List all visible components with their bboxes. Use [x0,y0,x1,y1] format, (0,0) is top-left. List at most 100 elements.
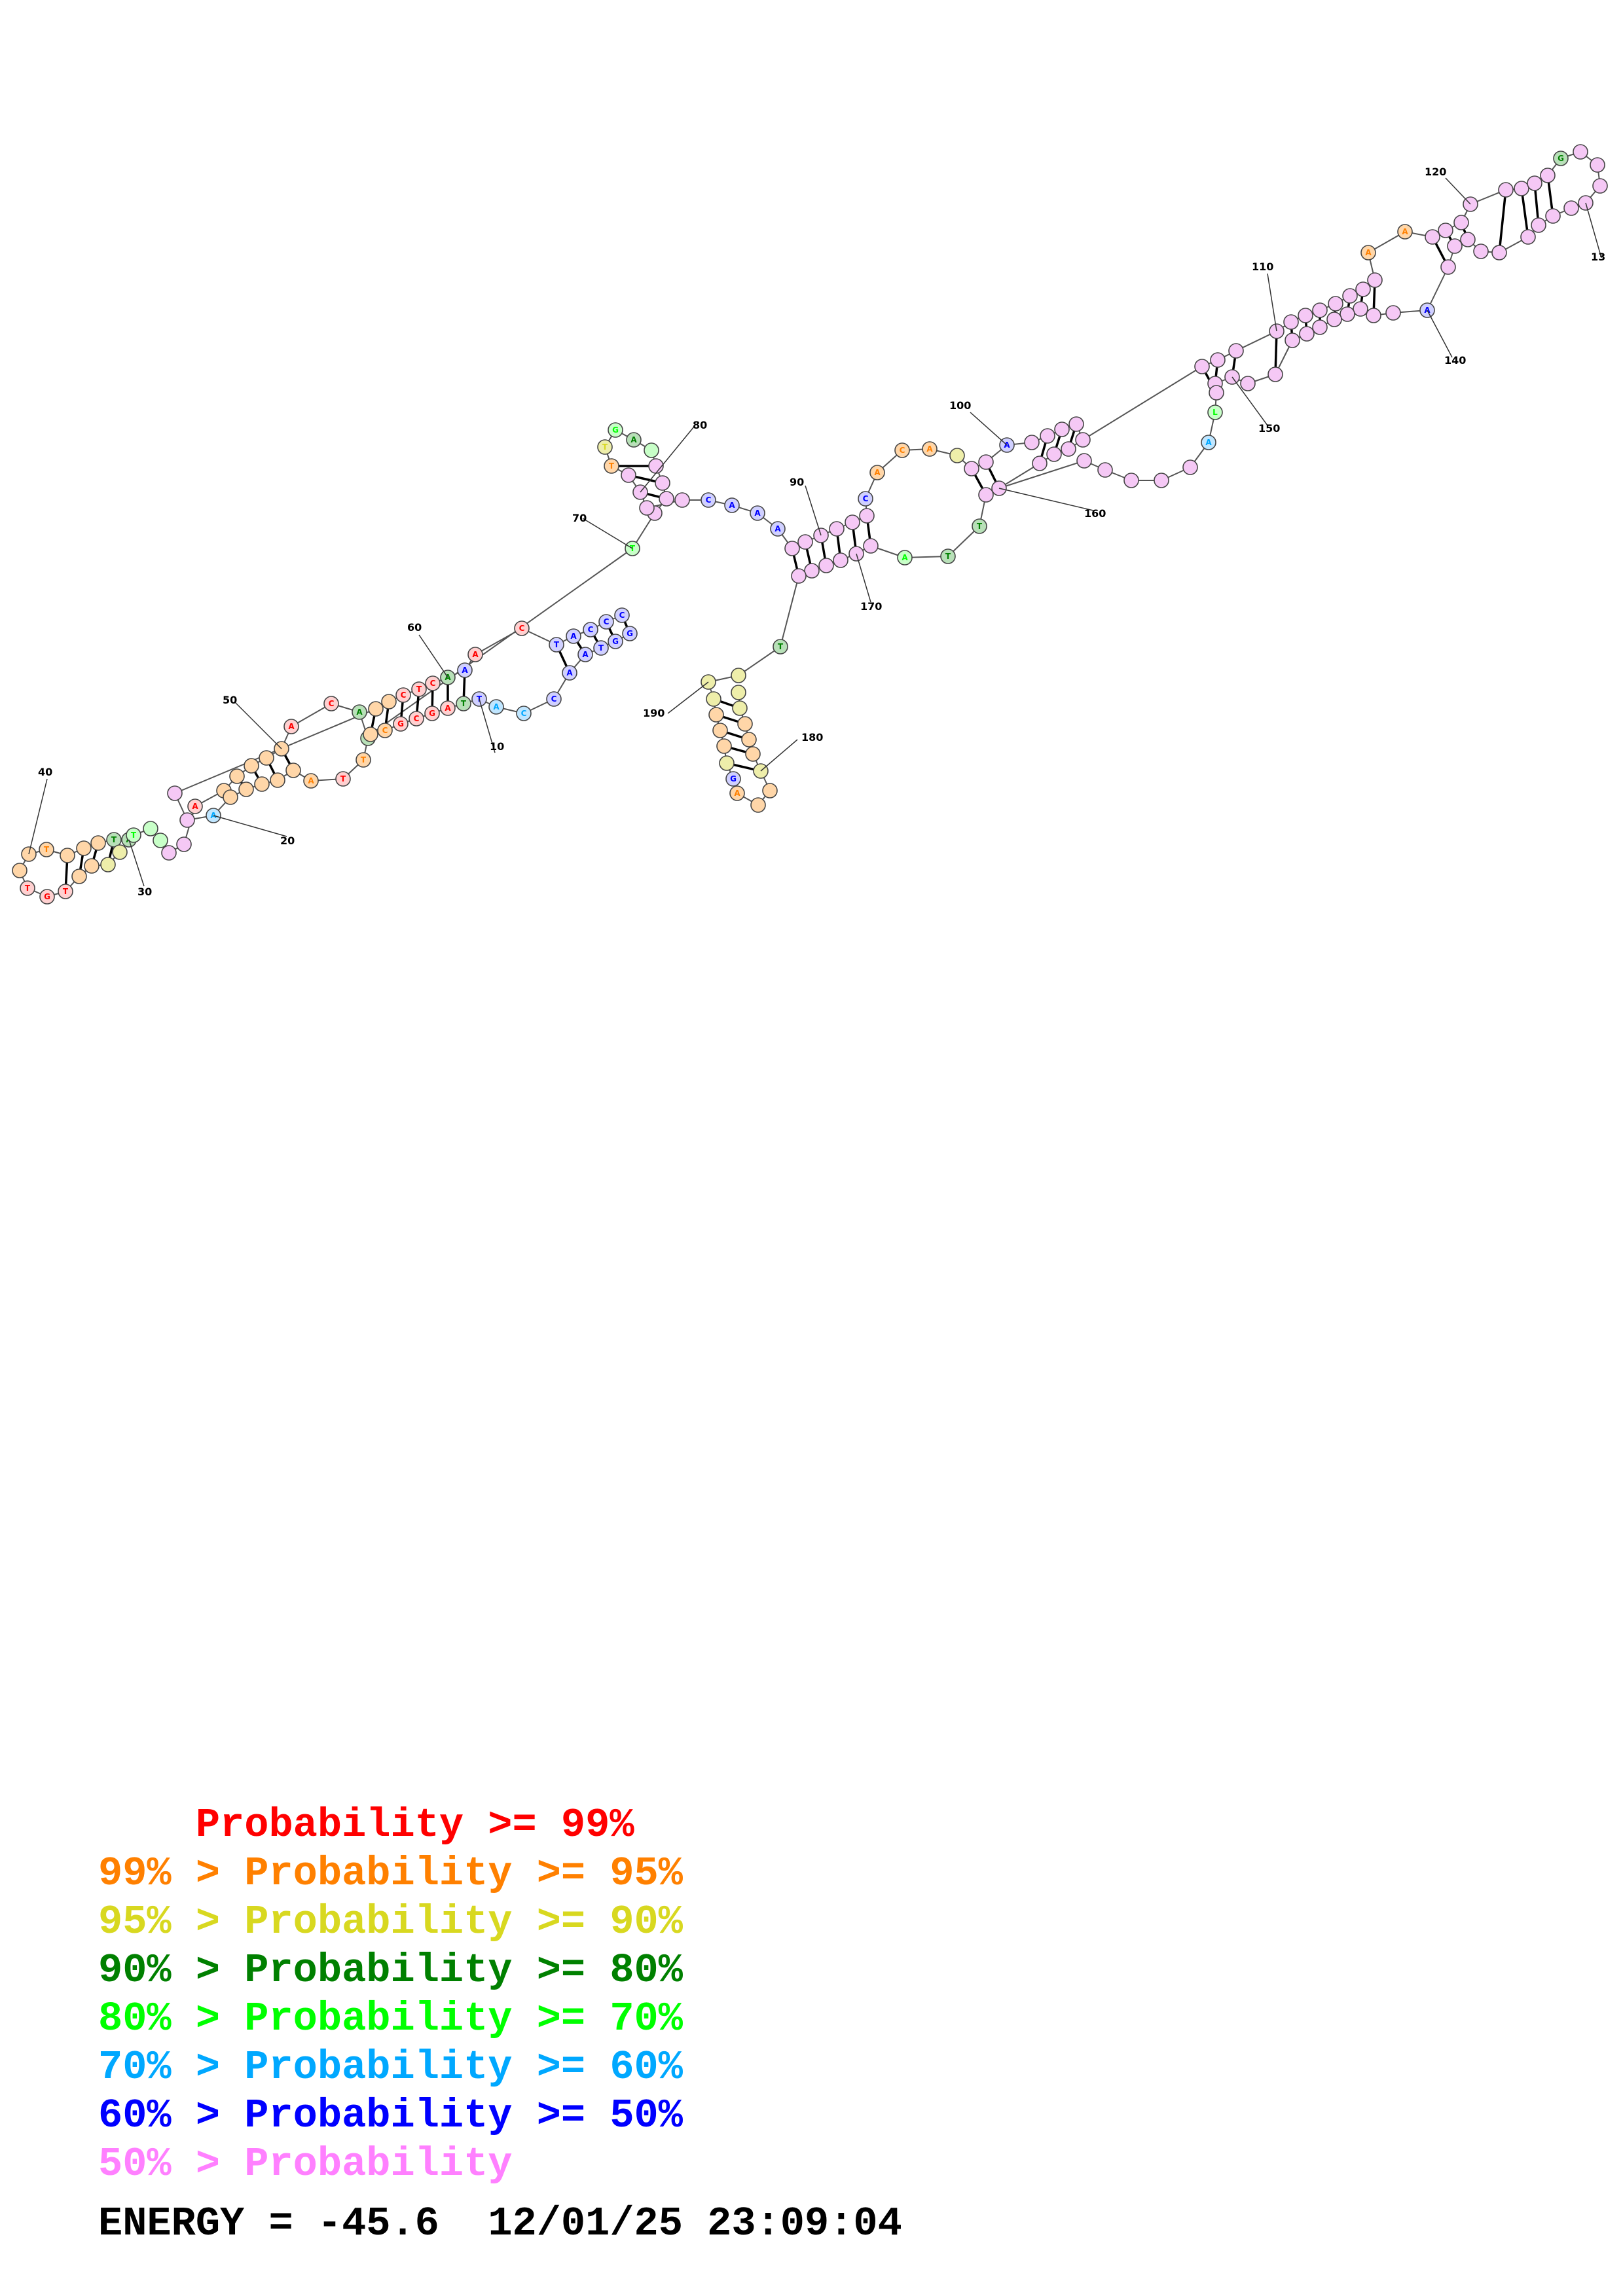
backbone-link [998,463,1040,489]
nucleotide-circle [457,662,473,678]
nucleotide [1514,181,1529,196]
nucleotide-circle [71,869,87,884]
nucleotide-circle [719,755,735,771]
nucleotide-circle [1298,308,1313,323]
nucleotide [1590,157,1605,173]
nucleotide: A [488,699,504,715]
nucleotide-letter: C [604,617,610,626]
index-tick [1445,177,1471,205]
nucleotide-circle [639,500,655,516]
index-tick [213,815,287,837]
nucleotide [368,701,384,717]
nucleotide-circle [58,884,73,899]
nucleotide-letter: G [1558,154,1564,163]
nucleotide: A [440,700,456,716]
nucleotide: A [467,647,483,662]
nucleotide [1240,376,1256,391]
nucleotide-circle [1024,435,1040,450]
nucleotide-circle [708,707,724,723]
nucleotide [244,758,259,774]
index-labels: 10 20 30 40 50 60 70 80 90 100 110 120 13 140 150 160 17… [28,166,1605,898]
nucleotide-letter: G [397,719,404,728]
nucleotide-circle [1531,217,1546,233]
nucleotide [60,848,75,863]
nucleotide-circle [303,773,319,789]
nucleotide [1123,473,1139,488]
nucleotide-circle [167,785,183,801]
nucleotide-circle [1360,245,1376,260]
nucleotide [1285,332,1300,348]
nucleotide-letter: A [1365,248,1372,257]
nucleotide [363,726,378,742]
index-label: 10 [490,740,504,753]
nucleotide: A [626,432,642,448]
legend-label: Probability >= 50% [244,2092,683,2139]
nucleotide [76,840,92,856]
backbone-link [1082,366,1203,440]
backbone-link [1427,266,1449,311]
nucleotide-circle [1540,168,1556,183]
nucleotide: G [622,626,638,641]
nucleotide-circle [39,842,54,857]
nucleotide-circle [179,812,195,828]
nucleotide [737,716,753,732]
nucleotide-letter: A [1004,440,1010,450]
nucleotide-letter: L [1213,408,1218,417]
nucleotide [1520,229,1536,245]
nucleotide-circle [770,521,786,537]
nucleotide: T [972,518,987,534]
index-tick [856,553,871,603]
nucleotide-letter: A [566,668,573,677]
nucleotide-circle [1209,385,1224,401]
nucleotide-circle [238,781,254,797]
nucleotide-circle [229,768,245,784]
nucleotide [648,458,664,474]
nucleotide: T [335,771,351,787]
nucleotide-letter: G [730,774,737,783]
nucleotide-letter: T [361,755,367,764]
nucleotide-circle [112,844,128,860]
nucleotide-circle [143,821,158,836]
nucleotide: C [614,607,630,623]
nucleotide-circle [621,467,636,483]
nucleotide [1491,245,1507,260]
legend-label: Probability >= 60% [244,2044,683,2090]
nucleotide [1326,312,1342,327]
nucleotide [1531,217,1546,233]
nucleotide-letter: G [627,629,633,638]
backbone-link [370,548,633,735]
nucleotide [112,844,128,860]
nucleotide [949,448,965,463]
nucleotide [859,508,875,524]
nucleotide [1210,352,1226,368]
nucleotide-circle [1299,326,1315,342]
nucleotide-circle [1440,259,1456,275]
legend-label: Probability >= 95% [244,1850,683,1897]
nucleotide-letter: T [554,640,560,649]
nucleotide [143,821,158,836]
nucleotide [1438,223,1453,238]
index-label: 40 [38,766,52,778]
nucleotide-circle [1182,459,1198,475]
nucleotide-circle [1228,343,1244,359]
nucleotide-circle [659,491,674,507]
index-tick [760,739,798,772]
nucleotide-circle [731,668,746,683]
index-tick [28,778,48,855]
nucleotide [845,514,860,530]
nucleotide-circle [1076,453,1092,469]
nucleotide-letter: A [288,722,295,731]
nucleotide-circle [39,889,55,905]
index-tick [1585,202,1602,259]
nucleotide-circle [674,492,690,508]
nucleotide-circle [1207,404,1223,420]
nucleotide-circle [1527,175,1542,191]
index-tick [1231,376,1268,426]
index-tick [1267,273,1277,332]
nucleotide [1312,302,1328,318]
nucleotide-circle [1097,462,1113,478]
nucleotide [1032,456,1048,471]
legend-threshold: 50% > [98,2141,245,2187]
nucleotide [1312,319,1328,335]
nucleotide [1182,459,1198,475]
